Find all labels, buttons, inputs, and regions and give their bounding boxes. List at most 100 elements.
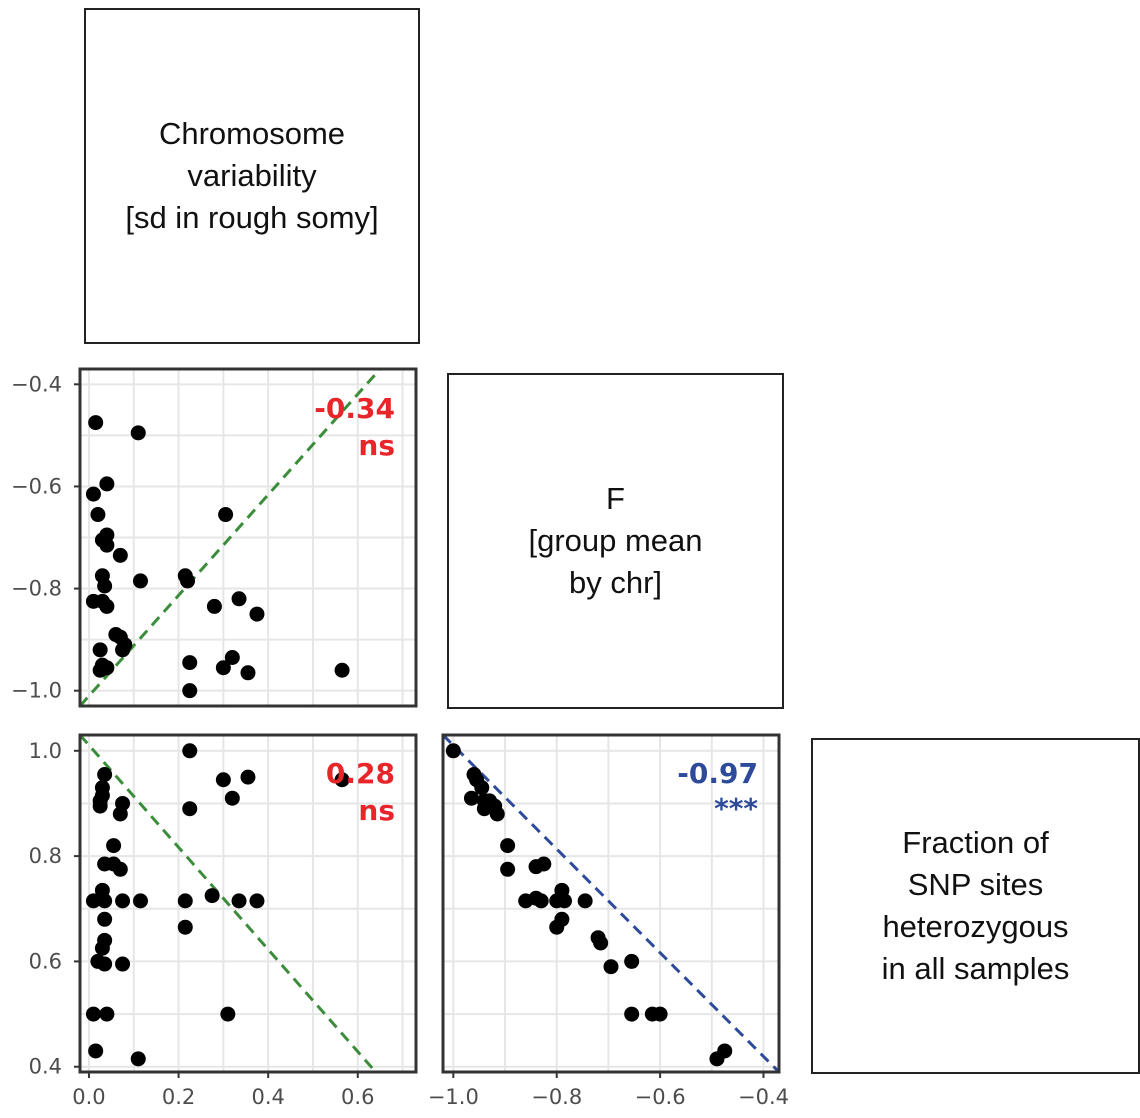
data-point [115,893,131,909]
data-point [112,547,128,563]
panel-border [78,367,418,708]
data-point [97,893,113,909]
significance-label: ns [358,794,395,827]
data-point [115,642,131,658]
data-point [240,769,256,785]
y-tick-label: −1.0 [11,679,62,703]
data-point [130,425,146,441]
y-tick-label: 0.6 [29,949,62,973]
panel-border [78,733,418,1074]
data-point [334,662,350,678]
data-point [92,798,108,814]
x-tick-label: −0.8 [531,1085,582,1109]
panel-border [441,733,781,1074]
y-tick-label: 0.8 [29,844,62,868]
y-tick-label: −0.8 [11,577,62,601]
data-point [97,911,113,927]
data-point [99,598,115,614]
data-point [334,772,350,788]
data-point [182,655,198,671]
data-point [224,790,240,806]
data-point [215,660,231,676]
data-point [215,772,231,788]
data-point [92,642,108,658]
data-point [97,766,113,782]
data-point [85,1006,101,1022]
data-point [218,507,234,523]
data-point [533,893,549,909]
data-point [249,606,265,622]
var2-label: F [group mean by chr] [528,481,703,600]
data-point [220,1006,236,1022]
var1-label-box: Chromosome variability [sd in rough somy… [84,8,420,344]
significance-label: ns [358,429,395,462]
trend-line [443,735,779,1072]
x-tick-label: −0.4 [738,1085,789,1109]
data-point [577,893,593,909]
var3-label-box: Fraction of SNP sites heterozygous in al… [811,738,1140,1074]
correlation-value: -0.34 [314,392,395,425]
data-point [132,573,148,589]
data-point [130,1051,146,1067]
data-point [99,537,115,553]
data-point [624,953,640,969]
significance-label: *** [714,792,758,825]
data-point [97,578,113,594]
data-point [593,935,609,951]
data-point [556,893,572,909]
data-point [88,415,104,431]
data-point [476,801,492,817]
data-point [445,743,461,759]
data-point [652,1006,668,1022]
data-point [97,956,113,972]
y-tick-label: −0.6 [11,474,62,498]
x-tick-label: 0.0 [72,1085,105,1109]
trend-line [80,735,377,1072]
data-point [463,790,479,806]
data-point [99,476,115,492]
var3-label: Fraction of SNP sites heterozygous in al… [881,825,1070,986]
data-point [249,893,265,909]
data-point [603,959,619,975]
data-point [231,893,247,909]
data-point [204,888,220,904]
data-point [177,919,193,935]
data-point [182,743,198,759]
data-point [180,573,196,589]
x-tick-label: 0.2 [162,1085,195,1109]
data-point [224,649,240,665]
correlation-value: -0.97 [677,757,758,790]
data-point [112,806,128,822]
data-point [92,662,108,678]
x-tick-label: −0.6 [635,1085,686,1109]
data-point [177,893,193,909]
y-tick-label: −0.4 [11,372,62,396]
x-tick-label: 0.4 [251,1085,284,1109]
data-point [94,940,110,956]
x-tick-label: 0.6 [341,1085,374,1109]
data-point [85,486,101,502]
y-tick-label: 1.0 [29,739,62,763]
data-point [206,598,222,614]
data-point [500,838,516,854]
data-point [132,893,148,909]
data-point [115,956,131,972]
data-point [536,856,552,872]
data-point [624,1006,640,1022]
data-point [90,507,106,523]
data-point [500,861,516,877]
data-point [182,683,198,699]
data-point [106,838,122,854]
data-point [717,1043,733,1059]
var2-label-box: F [group mean by chr] [447,373,784,709]
data-point [474,780,490,796]
data-point [112,861,128,877]
data-point [85,893,101,909]
data-point [182,801,198,817]
correlation-value: 0.28 [326,757,395,790]
data-point [88,1043,104,1059]
data-point [489,806,505,822]
var1-label: Chromosome variability [sd in rough somy… [125,116,379,235]
x-tick-label: −1.0 [428,1085,479,1109]
